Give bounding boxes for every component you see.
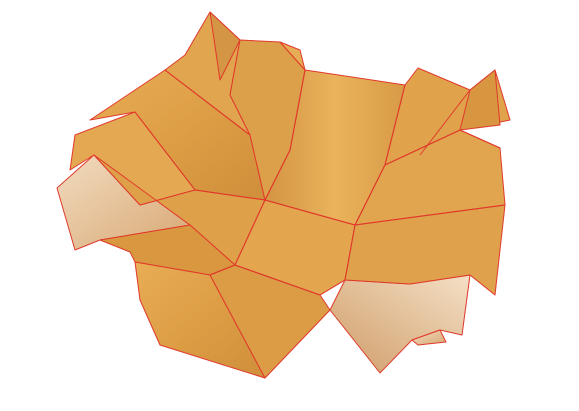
face-top-right-spike xyxy=(459,69,501,131)
face-left-bottom xyxy=(134,261,266,379)
face-top-fold-edge xyxy=(279,41,306,71)
face-top-left-flap-inner xyxy=(209,11,241,81)
crease-center-r xyxy=(344,224,356,281)
crease-valley-l xyxy=(264,69,306,201)
inner-face-right-tip xyxy=(411,329,447,346)
crease-left-2 xyxy=(134,111,196,191)
crease-lines xyxy=(134,69,506,296)
crease-valley-r xyxy=(354,84,406,226)
outer-faces xyxy=(69,11,511,379)
crease-left-1 xyxy=(164,69,251,136)
crease-bottom xyxy=(234,264,346,296)
crease-right-2 xyxy=(419,89,471,156)
crease-left-3 xyxy=(194,189,506,226)
crease-right-1 xyxy=(384,129,501,166)
inner-faces xyxy=(56,154,471,374)
inner-face-right xyxy=(329,274,471,374)
